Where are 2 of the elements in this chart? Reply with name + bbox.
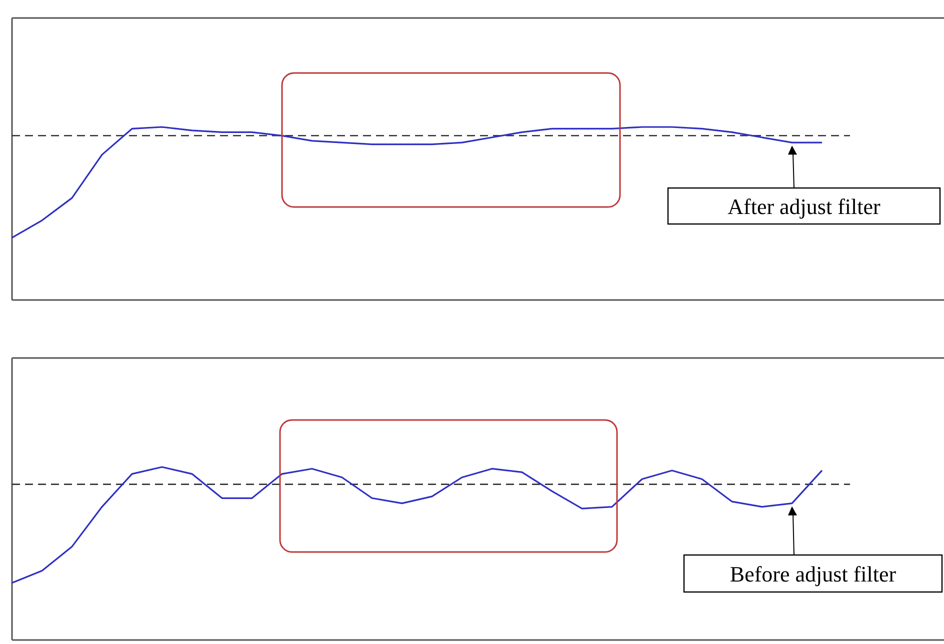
- annotation: Before adjust filter: [730, 562, 897, 586]
- annotation: After adjust filter: [728, 194, 882, 219]
